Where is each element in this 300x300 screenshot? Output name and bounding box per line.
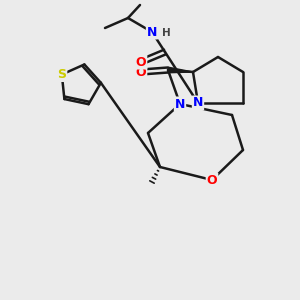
- Text: N: N: [147, 26, 157, 38]
- Text: N: N: [175, 98, 185, 110]
- Text: H: H: [162, 28, 171, 38]
- Text: O: O: [136, 65, 146, 79]
- Text: O: O: [207, 173, 217, 187]
- Text: N: N: [193, 97, 203, 110]
- Text: O: O: [136, 56, 146, 68]
- Polygon shape: [168, 67, 193, 73]
- Text: S: S: [57, 68, 66, 81]
